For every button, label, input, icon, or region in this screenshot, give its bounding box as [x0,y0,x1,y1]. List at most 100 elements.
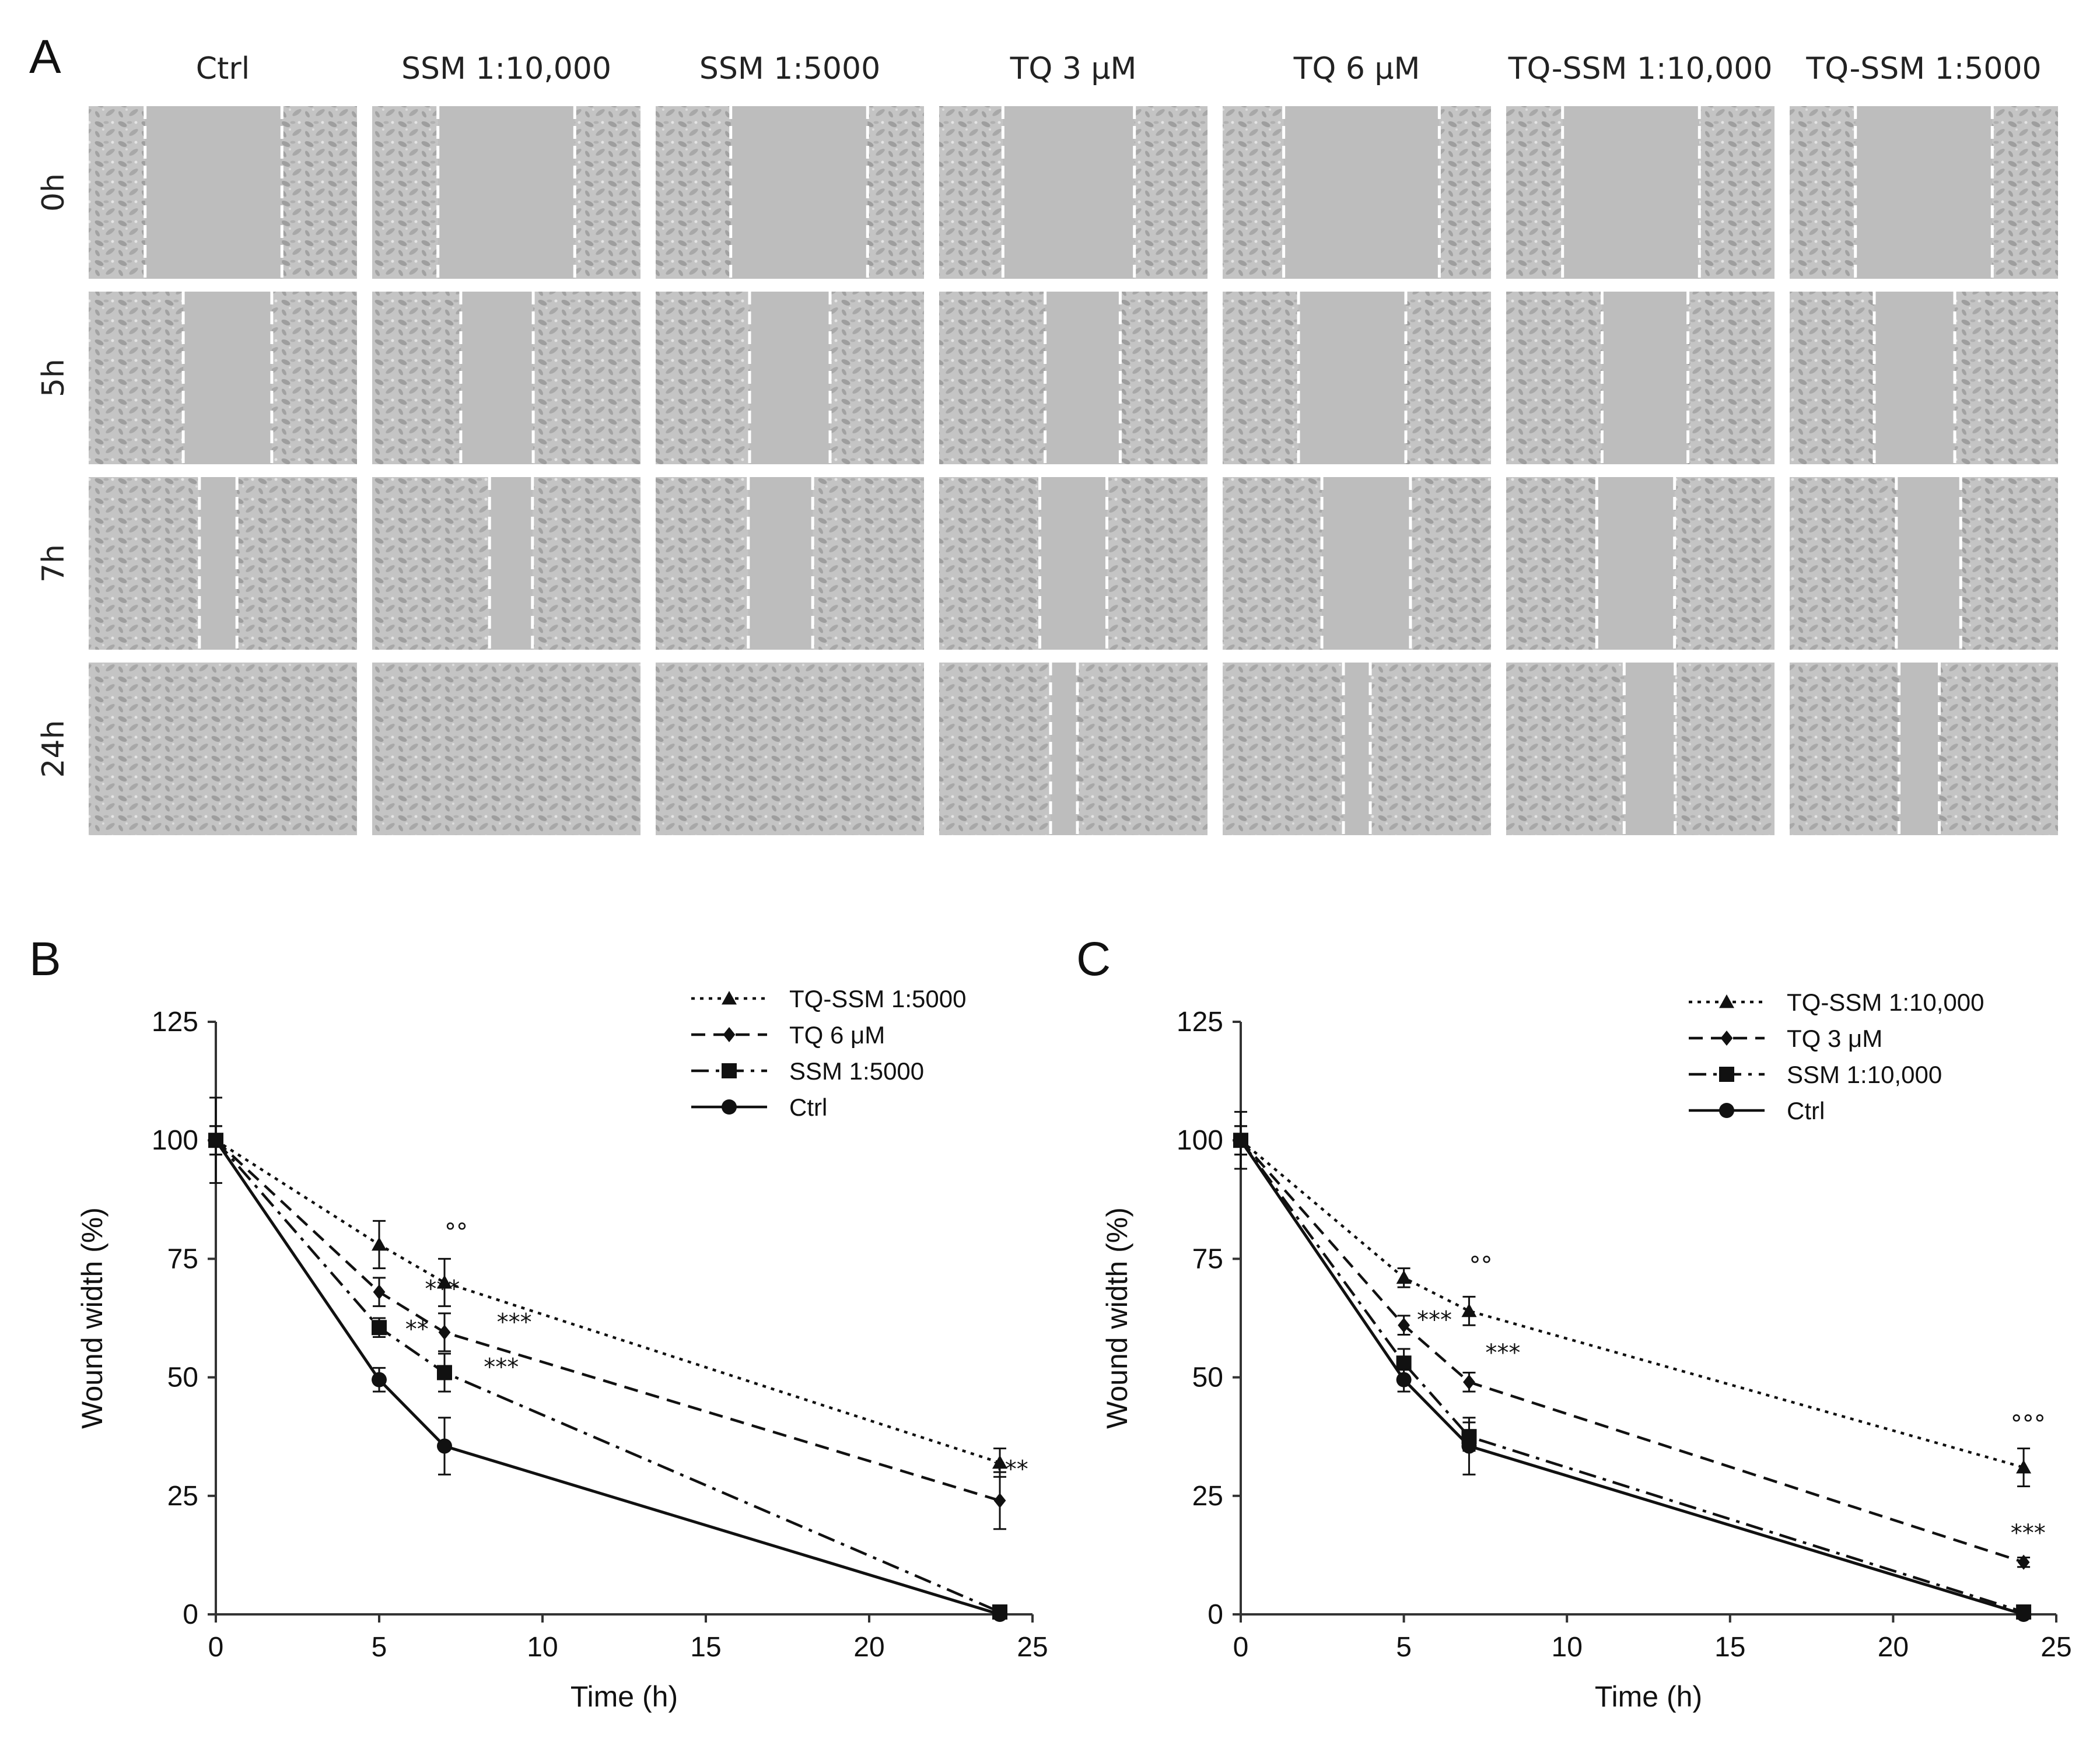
significance-annotation: *** [993,1456,1028,1483]
significance-annotation: *** [497,1309,532,1336]
micrograph-tile [656,477,924,650]
legend-label: TQ 3 μM [1787,1025,1882,1052]
column-label: TQ 6 μM [1293,51,1420,86]
row-label: 5h [36,359,71,397]
marker-circle [437,1438,452,1454]
series-line [1240,1139,2024,1614]
micrograph-grid [89,106,2058,835]
marker-square [1719,1067,1734,1082]
wound-gap [438,106,575,279]
significance-annotation: °° [444,1219,468,1246]
wound-gap [1624,663,1675,835]
series [208,1096,1007,1622]
marker-circle [2016,1607,2032,1622]
marker-diamond [723,1027,736,1042]
series-line [215,1139,1000,1502]
micrograph-tile [656,292,924,464]
legend-label: SSM 1:5000 [789,1057,924,1085]
significance-annotation: °° [1469,1252,1492,1279]
series-line [215,1139,1000,1614]
micrograph-tile [1223,663,1491,835]
y-tick-label: 50 [167,1362,198,1393]
micrograph-tile [656,106,924,279]
marker-diamond [1463,1374,1475,1390]
column-label: TQ-SSM 1:5000 [1805,51,2041,86]
micrograph-tile [89,106,357,279]
y-tick-label: 50 [1192,1362,1223,1393]
y-axis-title: Wound width (%) [1101,1207,1133,1429]
series [208,1125,1007,1620]
significance-annotation: °°° [2011,1411,2046,1438]
y-tick-label: 0 [1208,1599,1223,1630]
wound-gap [1597,477,1675,650]
marker-square [722,1063,737,1078]
legend-label: SSM 1:10,000 [1787,1061,1942,1088]
wound-gap [145,106,282,279]
marker-diamond [1720,1031,1733,1046]
micrograph-tile [1506,292,1774,464]
row-labels: 0h 5h 7h 24h [36,173,71,778]
y-tick-label: 0 [183,1599,198,1630]
column-labels: Ctrl SSM 1:10,000 SSM 1:5000 TQ 3 μM TQ 6 μM… [196,51,2042,86]
micrograph-tile [89,477,357,650]
micrograph-tile [89,292,357,464]
x-axis-title: Time (h) [570,1680,678,1713]
x-tick-label: 0 [208,1632,224,1663]
marker-circle [208,1133,223,1148]
micrograph-tile [372,292,640,464]
significance-annotation: *** [1485,1340,1520,1366]
marker-triangle [372,1237,387,1251]
column-label: Ctrl [196,51,250,86]
wound-gap [460,292,534,464]
significance-annotation: *** [1417,1306,1452,1333]
legend-label: TQ-SSM 1:10,000 [1787,989,1984,1016]
y-tick-label: 75 [1192,1243,1223,1274]
panel-b-chart: B 0 5 10 15 20 25 0 25 50 75 100 125 Time (h) Wound wi… [29,933,1048,1713]
y-tick-label: 25 [167,1481,198,1512]
micrograph-tile [939,292,1208,464]
micrograph-tile [1506,663,1774,835]
micrograph-tile [939,106,1208,279]
x-tick-label: 25 [2041,1632,2071,1663]
x-tick-label: 20 [1878,1632,1909,1663]
wound-gap [1602,292,1688,464]
marker-triangle [2016,1460,2032,1474]
series [1233,1110,2032,1622]
x-tick-label: 15 [1714,1632,1745,1663]
marker-circle [1461,1438,1477,1454]
micrograph-tile [1790,292,2058,464]
marker-triangle [1461,1303,1477,1318]
micrograph-tile [939,663,1208,835]
marker-triangle [1396,1270,1412,1284]
micrograph-tile [372,663,640,835]
micrograph-tile [1506,477,1774,650]
wound-gap [1045,292,1121,464]
panel-letter: C [1076,933,1111,986]
micrograph-tile [939,477,1208,650]
y-tick-label: 25 [1192,1481,1223,1512]
micrograph-tile [372,477,640,650]
row-label: 24h [36,720,71,777]
wound-gap [1874,292,1955,464]
micrograph-tile [1223,292,1491,464]
marker-circle [1719,1103,1734,1118]
x-tick-label: 20 [853,1632,884,1663]
wound-gap [1051,663,1077,835]
wound-gap [183,292,272,464]
series-line [1240,1139,2024,1469]
legend-label: Ctrl [789,1094,827,1121]
row-label: 7h [36,544,71,583]
y-tick-label: 125 [1177,1007,1223,1038]
x-tick-label: 10 [1552,1632,1583,1663]
micrograph-cells [89,663,357,835]
micrograph-tile [1790,663,2058,835]
significance-annotation: *** [425,1276,460,1302]
x-tick-label: 25 [1017,1632,1048,1663]
wound-gap [750,292,830,464]
legend-label: Ctrl [1787,1097,1825,1124]
wound-gap [1003,106,1135,279]
micrograph-tile [372,106,640,279]
series-line [1240,1139,2024,1564]
marker-diamond [993,1492,1006,1508]
significance-annotation: *** [484,1354,519,1381]
